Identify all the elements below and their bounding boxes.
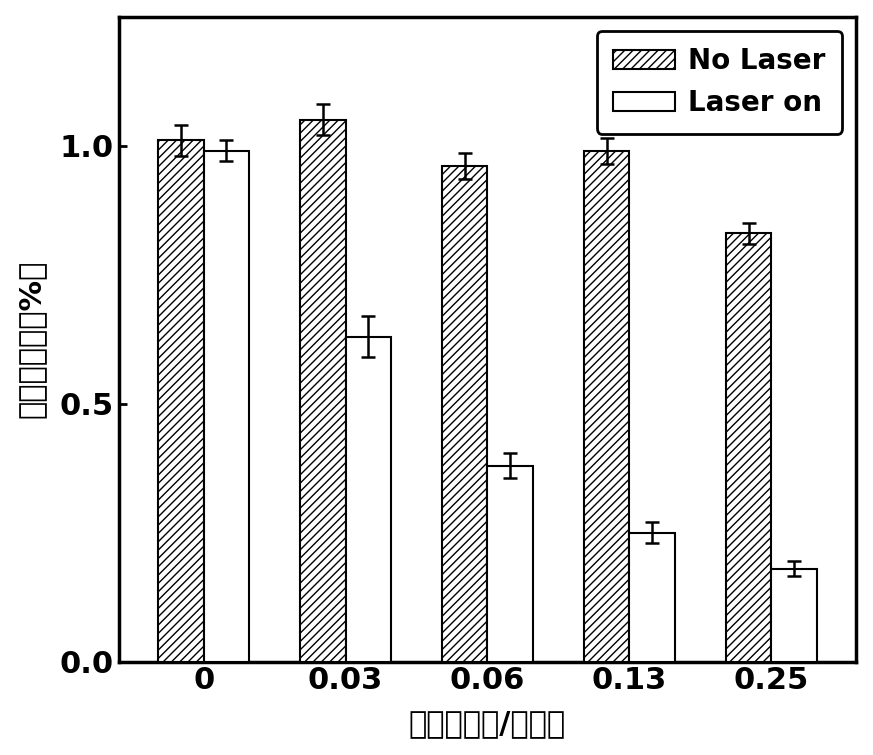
Bar <box>584 151 629 661</box>
Bar <box>725 233 771 661</box>
Bar <box>442 166 487 661</box>
Y-axis label: 细胞存活率（%）: 细胞存活率（%） <box>17 260 45 418</box>
Bar <box>203 151 249 661</box>
Legend: No Laser, Laser on: No Laser, Laser on <box>597 30 842 134</box>
Bar <box>487 466 533 661</box>
Bar <box>158 140 203 661</box>
Bar <box>629 532 675 661</box>
Bar <box>300 120 346 661</box>
Bar <box>771 569 816 661</box>
Bar <box>346 337 391 661</box>
X-axis label: 浓度（毫克/毫升）: 浓度（毫克/毫升） <box>409 710 566 738</box>
